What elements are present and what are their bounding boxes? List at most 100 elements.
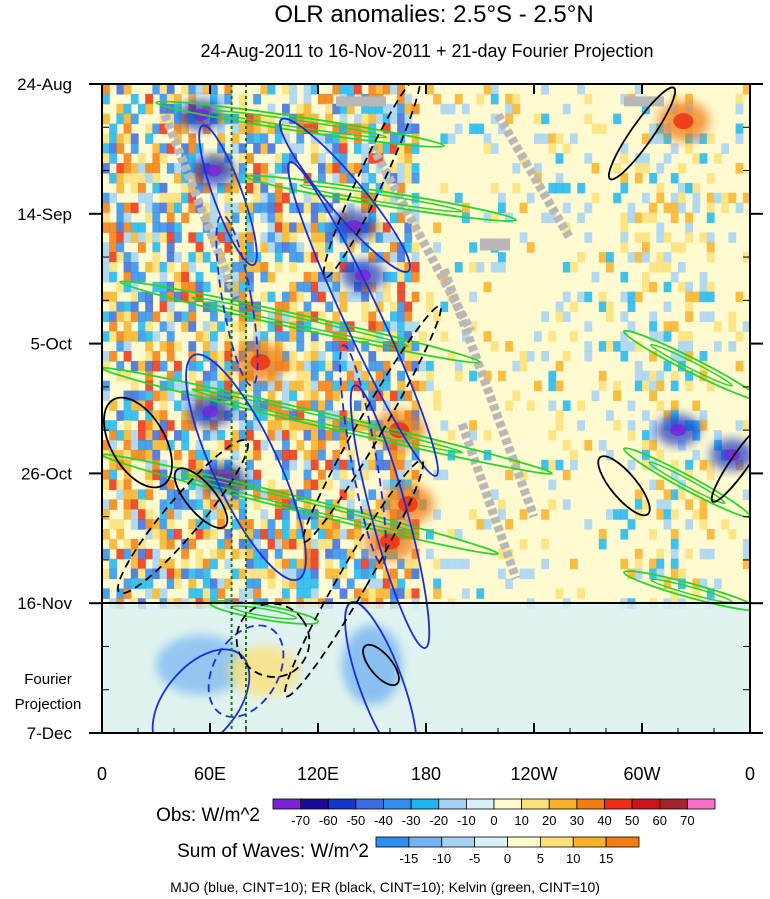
- olr-cell: [130, 400, 139, 411]
- olr-cell: [195, 390, 204, 402]
- olr-cell: [267, 192, 276, 204]
- olr-cell: [721, 192, 729, 204]
- olr-cell: [397, 113, 405, 125]
- olr-cell: [282, 509, 290, 520]
- colorbar-swatch: [474, 836, 508, 848]
- olr-cell: [361, 588, 369, 599]
- olr-cell: [483, 143, 492, 154]
- olr-cell: [217, 499, 225, 510]
- olr-cell: [613, 341, 621, 352]
- olr-cell: [469, 123, 477, 135]
- olr-cell: [692, 588, 701, 599]
- olr-cell: [238, 281, 247, 293]
- olr-cell: [274, 499, 283, 510]
- olr-cell: [159, 440, 168, 451]
- olr-cell: [130, 113, 139, 125]
- y-tick-label: 5-Oct: [30, 335, 72, 354]
- olr-cell: [174, 192, 182, 204]
- olr-cell: [123, 588, 132, 599]
- olr-cell: [152, 281, 161, 293]
- olr-cell: [404, 262, 413, 273]
- olr-cell: [642, 212, 650, 224]
- olr-cell: [246, 588, 254, 599]
- olr-cell: [318, 538, 326, 550]
- olr-cell: [663, 252, 672, 263]
- olr-cell: [217, 440, 225, 451]
- olr-cell: [296, 123, 305, 135]
- olr-cell: [303, 252, 312, 263]
- olr-cell: [109, 469, 117, 481]
- olr-cell: [699, 232, 708, 243]
- olr-cell: [649, 331, 657, 342]
- olr-cell: [541, 558, 549, 570]
- olr-cell: [706, 380, 715, 392]
- olr-cell: [188, 311, 197, 322]
- olr-cell: [476, 123, 485, 135]
- olr-cell: [188, 519, 197, 530]
- olr-cell: [649, 123, 657, 135]
- y-tick-label: 7-Dec: [27, 724, 73, 743]
- colorbar-swatch: [548, 798, 578, 810]
- olr-cell: [490, 262, 499, 273]
- olr-cell: [706, 459, 715, 471]
- olr-cell: [152, 331, 161, 342]
- olr-cell: [303, 370, 312, 382]
- olr-cell: [210, 212, 218, 224]
- olr-cell: [382, 143, 391, 154]
- olr-cell: [325, 113, 333, 125]
- olr-cell: [166, 242, 175, 253]
- olr-cell: [498, 568, 506, 580]
- olr-cell: [692, 578, 701, 589]
- olr-cell: [102, 262, 110, 273]
- olr-cell: [620, 529, 629, 540]
- olr-cell: [267, 202, 276, 214]
- olr-cell: [433, 311, 441, 322]
- olr-cell: [411, 192, 420, 204]
- olr-cell: [166, 143, 175, 154]
- olr-cell: [289, 538, 297, 550]
- olr-cell: [166, 331, 175, 342]
- olr-cell: [685, 291, 693, 303]
- olr-cell: [246, 420, 254, 431]
- olr-cell: [181, 489, 189, 500]
- olr-cell: [109, 479, 117, 491]
- olr-cell: [123, 222, 132, 233]
- olr-cell: [246, 153, 254, 164]
- olr-cell: [584, 341, 593, 352]
- olr-cell: [382, 252, 391, 263]
- olr-cell: [339, 469, 348, 481]
- olr-cell: [260, 113, 269, 125]
- olr-cell: [166, 311, 175, 322]
- olr-cell: [174, 123, 182, 135]
- olr-cell: [476, 93, 485, 105]
- olr-cell: [490, 341, 499, 352]
- olr-cell: [447, 558, 456, 570]
- olr-cell: [102, 469, 110, 481]
- olr-cell: [145, 469, 153, 481]
- olr-cell: [253, 301, 261, 313]
- olr-cell: [296, 252, 305, 263]
- olr-cell: [598, 538, 607, 550]
- olr-cell: [274, 529, 283, 540]
- colorbar-swatch: [441, 836, 476, 848]
- olr-cell: [138, 430, 146, 441]
- olr-cell: [483, 519, 492, 530]
- olr-cell: [289, 232, 297, 243]
- olr-cell: [152, 123, 161, 135]
- olr-cell: [649, 370, 657, 382]
- olr-cell: [735, 133, 744, 144]
- olr-cell: [166, 212, 175, 224]
- olr-cell: [310, 143, 319, 154]
- olr-cell: [519, 538, 528, 550]
- olr-cell: [627, 291, 636, 303]
- olr-cell: [109, 232, 117, 243]
- olr-cell: [411, 143, 420, 154]
- olr-cell: [490, 93, 499, 105]
- olr-cell: [512, 182, 521, 194]
- olr-cell: [210, 499, 218, 510]
- olr-cell: [685, 212, 693, 224]
- olr-cell: [699, 519, 708, 530]
- olr-cell: [238, 538, 247, 550]
- kelvin-wave-contour: [191, 388, 463, 454]
